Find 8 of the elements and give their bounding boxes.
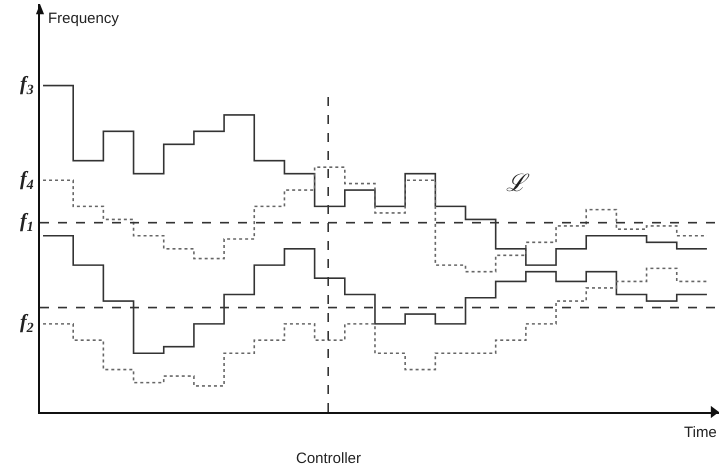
- text: f$_{2}$: [20, 311, 34, 336]
- text: f$_{1}$: [20, 210, 34, 236]
- text: f$_{4}$: [20, 168, 34, 194]
- text: Controller: [296, 450, 362, 467]
- annotation: ℒ: [506, 171, 530, 197]
- x-axis-title: Time: [684, 424, 717, 441]
- text: f$_{3}$: [20, 73, 34, 98]
- y-axis-title: Frequency: [48, 10, 120, 27]
